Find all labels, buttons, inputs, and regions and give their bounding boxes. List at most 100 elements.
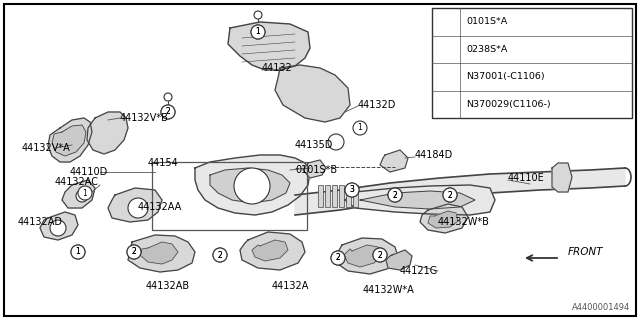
Text: 1: 1: [76, 247, 81, 257]
Circle shape: [254, 11, 262, 19]
Polygon shape: [295, 168, 625, 215]
Text: FRONT: FRONT: [568, 247, 604, 257]
Polygon shape: [380, 150, 408, 172]
Text: 1: 1: [358, 124, 362, 132]
Bar: [346, 185, 351, 207]
Circle shape: [161, 105, 175, 119]
Circle shape: [71, 245, 85, 259]
Text: 44121G: 44121G: [400, 266, 438, 276]
Polygon shape: [40, 212, 78, 240]
Circle shape: [71, 245, 85, 259]
Bar: [353, 185, 358, 207]
Polygon shape: [386, 250, 412, 270]
Circle shape: [127, 245, 141, 259]
Circle shape: [161, 105, 175, 119]
Text: 2: 2: [132, 247, 136, 257]
Text: 2: 2: [447, 190, 452, 199]
Bar: [325, 185, 330, 207]
Text: 44154: 44154: [148, 158, 179, 168]
Circle shape: [353, 121, 367, 135]
Text: 1: 1: [76, 247, 81, 257]
Polygon shape: [62, 180, 95, 208]
Text: A4400001494: A4400001494: [572, 303, 630, 312]
Circle shape: [443, 188, 457, 202]
Text: 44132W*A: 44132W*A: [362, 285, 414, 295]
Text: 2: 2: [335, 253, 340, 262]
Text: 44132V*B: 44132V*B: [120, 113, 169, 123]
Circle shape: [443, 188, 457, 202]
Text: 44132A: 44132A: [271, 281, 308, 291]
Text: 44132V*A: 44132V*A: [22, 143, 71, 153]
Polygon shape: [210, 168, 290, 203]
Circle shape: [388, 188, 402, 202]
Polygon shape: [240, 232, 305, 270]
Circle shape: [438, 14, 454, 30]
Circle shape: [332, 138, 340, 146]
Circle shape: [251, 25, 265, 39]
Circle shape: [438, 41, 454, 57]
Circle shape: [76, 190, 88, 202]
Text: 1: 1: [83, 188, 88, 197]
Circle shape: [328, 134, 344, 150]
Text: 2: 2: [335, 253, 340, 262]
Circle shape: [373, 248, 387, 262]
Circle shape: [438, 69, 454, 85]
Polygon shape: [335, 238, 398, 274]
Circle shape: [234, 168, 270, 204]
Text: 44132AB: 44132AB: [146, 281, 190, 291]
Text: 1: 1: [255, 28, 260, 36]
Circle shape: [388, 188, 402, 202]
Bar: [432, 8, 632, 118]
Circle shape: [331, 251, 345, 265]
Bar: [152, 162, 307, 230]
Text: 44132AA: 44132AA: [138, 202, 182, 212]
Circle shape: [78, 186, 92, 200]
Text: 44132AD: 44132AD: [18, 217, 63, 227]
Polygon shape: [52, 125, 86, 156]
Circle shape: [331, 251, 345, 265]
Text: 0238S*A: 0238S*A: [466, 45, 508, 54]
Text: 2: 2: [218, 251, 222, 260]
Text: 1: 1: [255, 28, 260, 36]
Circle shape: [345, 183, 359, 197]
Circle shape: [128, 198, 148, 218]
Text: 0101S*B: 0101S*B: [295, 165, 337, 175]
Text: 1: 1: [444, 17, 449, 26]
Polygon shape: [303, 160, 326, 178]
Text: 44132: 44132: [262, 63, 292, 73]
Circle shape: [50, 220, 66, 236]
Text: 44184D: 44184D: [415, 150, 453, 160]
Text: 2: 2: [444, 45, 449, 54]
Text: 2: 2: [218, 251, 222, 260]
Polygon shape: [275, 65, 350, 122]
Polygon shape: [128, 235, 195, 272]
Text: 44110D: 44110D: [70, 167, 108, 177]
Text: N370029(C1106-): N370029(C1106-): [466, 100, 550, 109]
Bar: [332, 185, 337, 207]
Circle shape: [213, 248, 227, 262]
Bar: [318, 185, 323, 207]
Polygon shape: [228, 22, 310, 70]
Text: 2: 2: [392, 190, 397, 199]
Polygon shape: [552, 163, 572, 192]
Text: 2: 2: [166, 108, 170, 116]
Polygon shape: [195, 155, 310, 215]
Polygon shape: [87, 112, 128, 154]
Text: 2: 2: [392, 190, 397, 199]
Polygon shape: [108, 188, 162, 222]
Polygon shape: [360, 191, 475, 209]
Text: N37001(-C1106): N37001(-C1106): [466, 72, 545, 81]
Polygon shape: [420, 204, 468, 233]
Text: 44132D: 44132D: [358, 100, 396, 110]
Circle shape: [345, 183, 359, 197]
Text: 3: 3: [444, 72, 449, 81]
Text: 2: 2: [447, 190, 452, 199]
Text: 44132AC: 44132AC: [55, 177, 99, 187]
Text: 44135D: 44135D: [295, 140, 333, 150]
Polygon shape: [252, 240, 288, 261]
Circle shape: [213, 248, 227, 262]
Bar: [339, 185, 344, 207]
Text: 0101S*A: 0101S*A: [466, 17, 508, 26]
Polygon shape: [48, 118, 92, 162]
Circle shape: [251, 25, 265, 39]
